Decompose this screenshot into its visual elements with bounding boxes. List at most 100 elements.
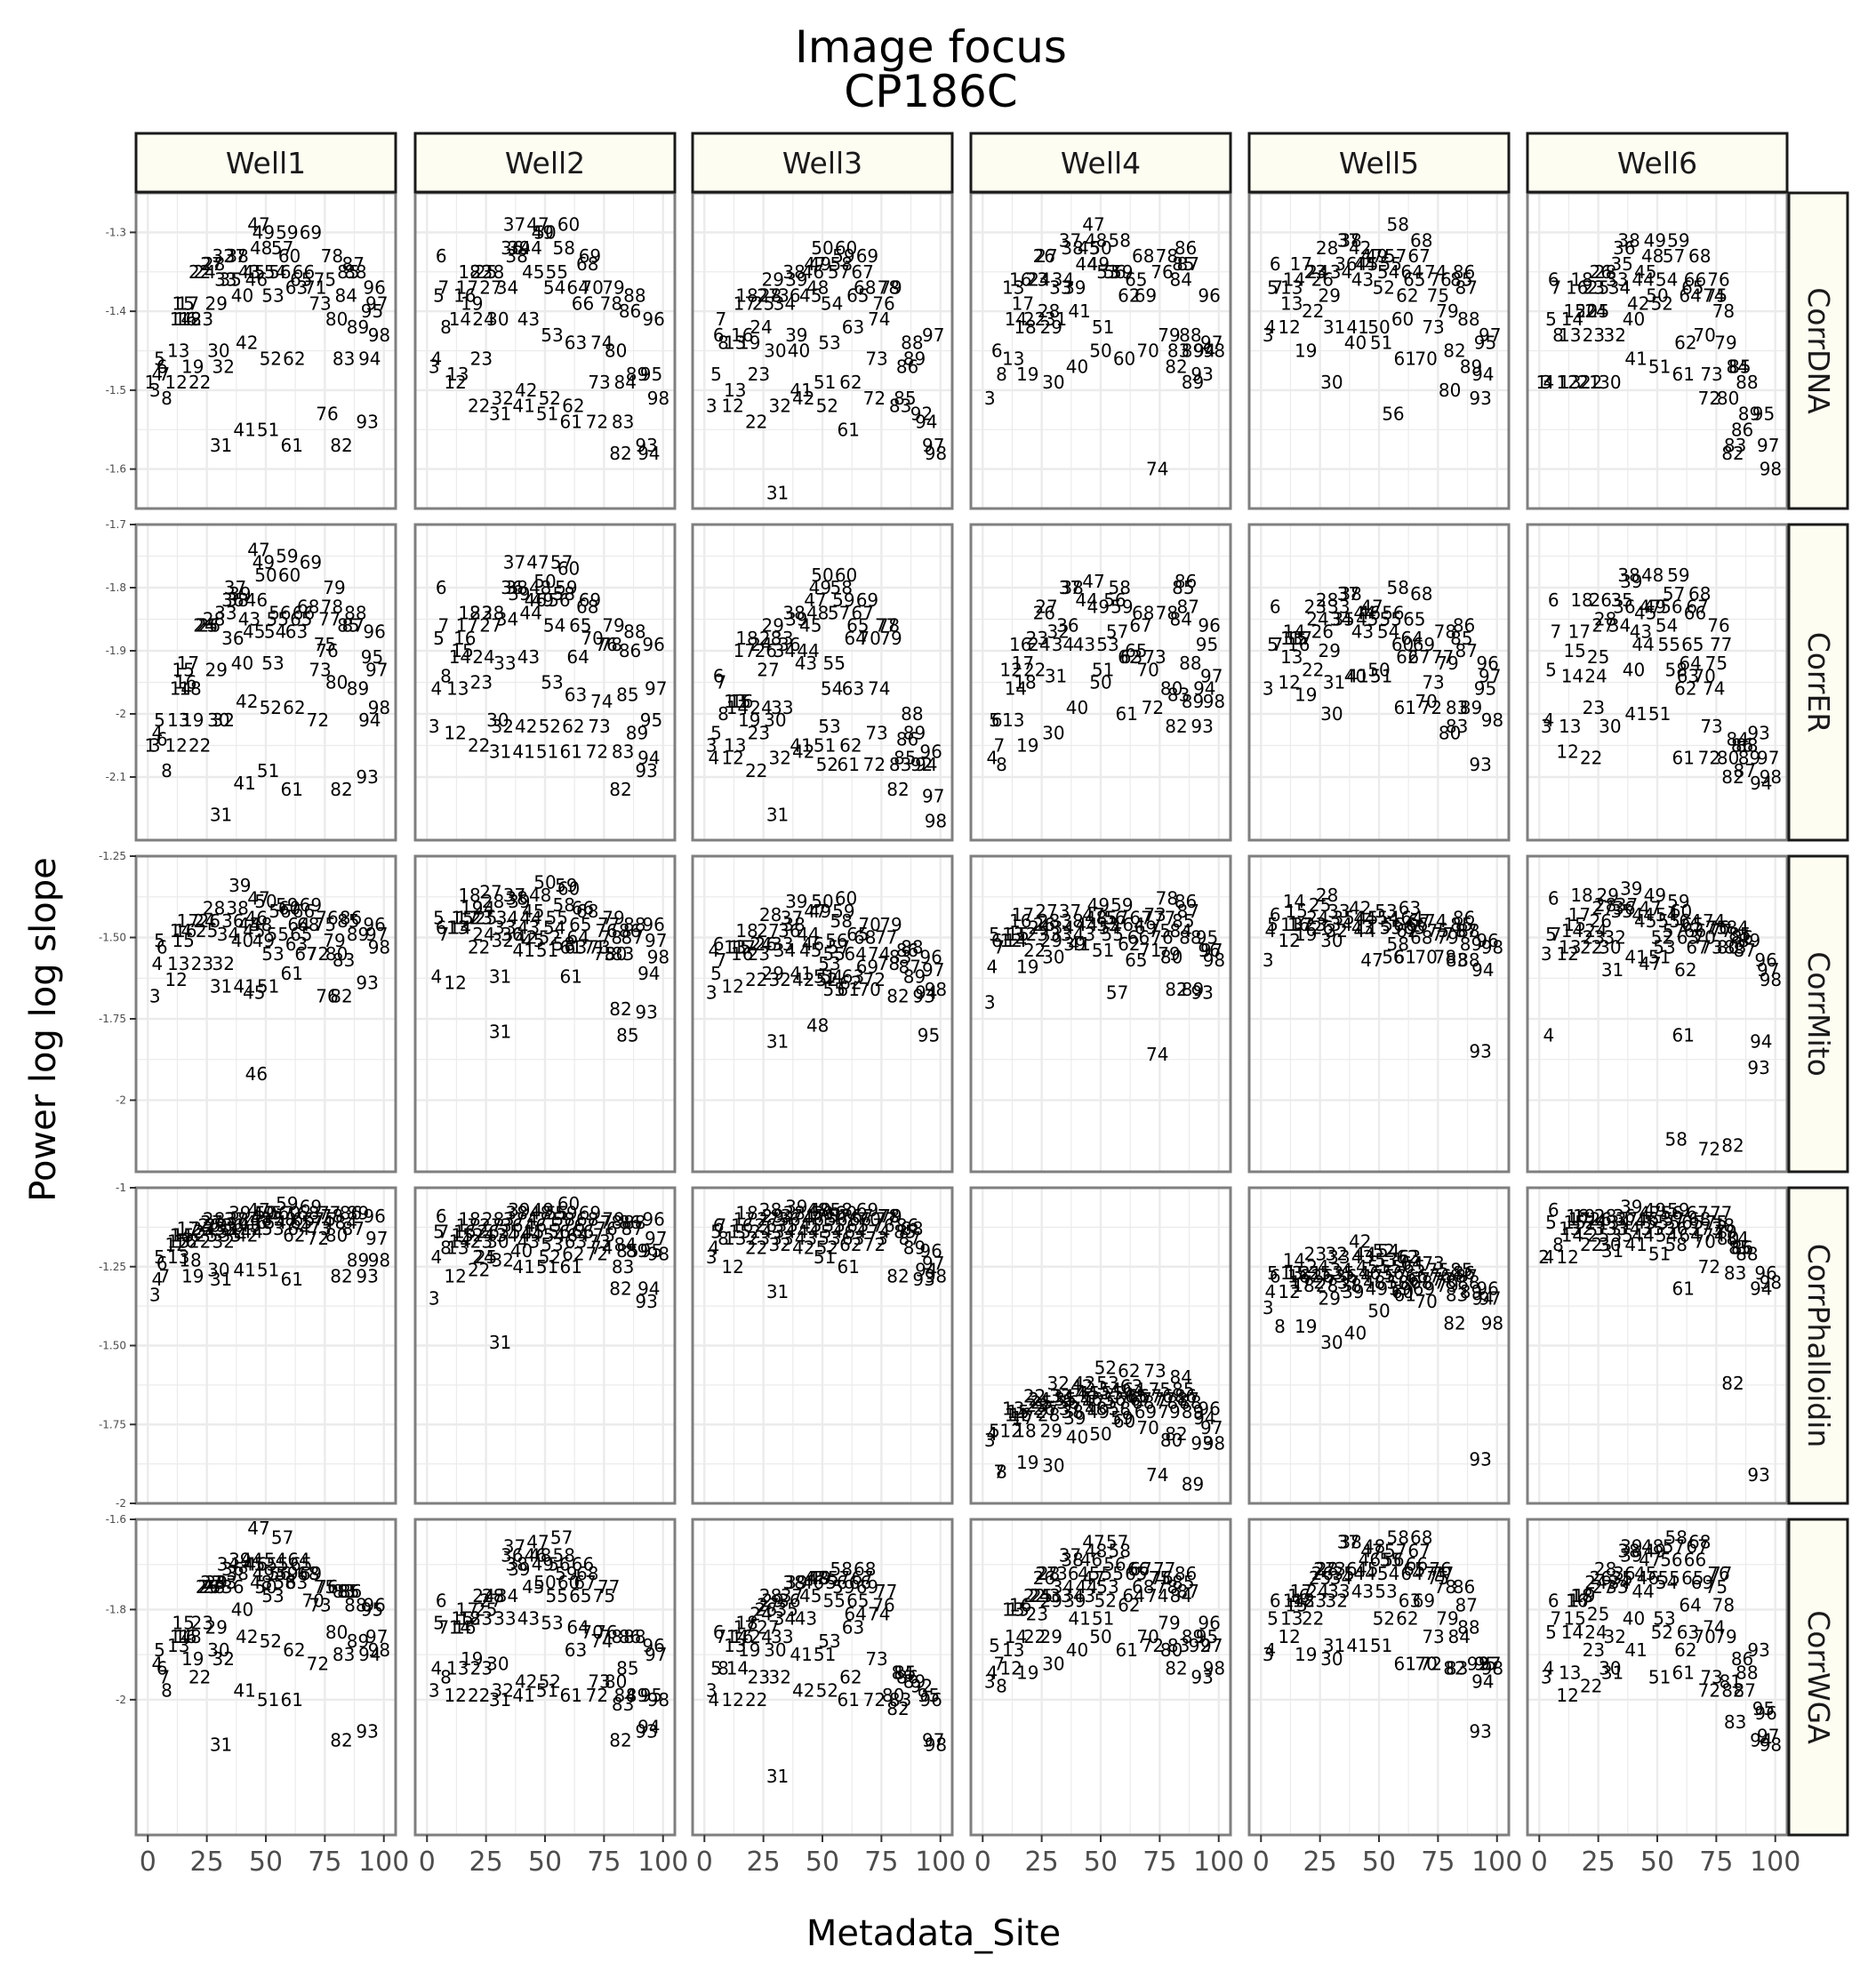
point-label: 27 — [479, 881, 501, 902]
y-tick-label: -2 — [116, 1497, 126, 1510]
point-label: 52 — [1651, 926, 1673, 948]
point-label: 93 — [1747, 1639, 1769, 1661]
point-label: 23 — [1583, 1218, 1605, 1239]
point-label: 39 — [785, 1572, 807, 1593]
point-label: 83 — [1167, 1635, 1190, 1656]
point-label: 47 — [1639, 953, 1661, 974]
point-label: 41 — [790, 963, 812, 984]
point-label: 27 — [1313, 1272, 1335, 1294]
point-label: 29 — [205, 1572, 228, 1593]
point-label: 74 — [590, 691, 613, 712]
point-label: 7 — [1271, 277, 1283, 299]
point-label: 89 — [1738, 748, 1760, 769]
point-label: 70 — [858, 628, 880, 649]
point-label: 88 — [1736, 735, 1758, 757]
point-label: 55 — [1102, 924, 1124, 945]
point-label: 43 — [238, 1215, 261, 1237]
point-label: 12 — [999, 1657, 1022, 1679]
point-label: 89 — [903, 722, 926, 743]
column-strip-box — [413, 132, 677, 194]
point-label: 59 — [276, 546, 298, 567]
point-label: 31 — [766, 1766, 789, 1787]
point-label: 4 — [431, 1246, 443, 1268]
point-label: 54 — [1377, 1240, 1399, 1262]
point-label: 84 — [1727, 917, 1749, 939]
point-label: 40 — [1344, 1322, 1367, 1343]
point-label: 57 — [828, 1206, 850, 1227]
point-label: 46 — [525, 1545, 547, 1566]
point-label: 15 — [451, 640, 473, 661]
point-label: 82 — [886, 1698, 909, 1719]
point-label: 88 — [623, 1626, 645, 1647]
point-label: 28 — [759, 628, 782, 649]
point-label: 39 — [785, 269, 807, 291]
point-label: 7 — [993, 1462, 1005, 1483]
point-label: 65 — [569, 914, 591, 935]
point-label: 6 — [436, 1590, 447, 1611]
point-label: 50 — [811, 891, 833, 912]
point-label: 16 — [453, 1617, 476, 1638]
x-axis-well5: 0 25 50 75 100 — [1253, 1835, 1522, 1878]
point-label: 74 — [1703, 1617, 1725, 1638]
point-label: 64 — [1400, 1563, 1423, 1584]
point-label: 54 — [543, 615, 565, 637]
point-label: 28 — [482, 1585, 504, 1606]
point-label: 30 — [486, 1230, 509, 1252]
point-label: 30 — [207, 1259, 229, 1280]
point-label: 82 — [1165, 356, 1187, 377]
point-label: 69 — [300, 552, 322, 573]
point-label: 5 — [989, 1420, 1000, 1441]
point-label: 58 — [1109, 1541, 1131, 1562]
x-tick-label: 100 — [1471, 1847, 1522, 1878]
point-label: 76 — [1150, 926, 1173, 948]
point-label: 52 — [816, 1680, 838, 1702]
point-label: 47 — [1082, 214, 1104, 236]
point-label: 47 — [804, 1206, 826, 1227]
point-label: 56 — [1103, 908, 1126, 929]
point-label: 82 — [609, 998, 631, 1020]
point-label: 54 — [821, 292, 843, 314]
point-label: 32 — [1325, 920, 1347, 941]
point-label: 37 — [1059, 1398, 1081, 1420]
point-label: 31 — [210, 805, 232, 826]
point-label: 24 — [1584, 1572, 1607, 1593]
point-label: 39 — [1620, 1196, 1642, 1217]
point-label: 50 — [254, 1202, 277, 1223]
point-label: 85 — [616, 1657, 638, 1679]
point-label: 93 — [1747, 722, 1769, 743]
point-label: 16 — [1566, 1590, 1588, 1611]
point-label: 82 — [330, 779, 352, 800]
point-label: 4 — [1543, 709, 1555, 731]
row-strip-corrmito: CorrMito — [1787, 854, 1849, 1174]
point-label: 36 — [221, 1558, 244, 1580]
point-label: 69 — [1134, 284, 1157, 306]
point-label: 39 — [1620, 1535, 1642, 1557]
point-label: 85 — [1450, 269, 1472, 291]
point-label: 54 — [543, 277, 565, 299]
point-label: 5 — [154, 930, 165, 951]
point-label: 79 — [1436, 300, 1458, 322]
point-label: 58 — [830, 1199, 853, 1221]
point-label: 56 — [1382, 946, 1404, 967]
point-label: 87 — [1176, 596, 1199, 617]
point-label: 4 — [1265, 316, 1277, 338]
point-label: 89 — [1460, 697, 1482, 718]
point-label: 68 — [1132, 1576, 1154, 1598]
point-label: 54 — [1099, 1379, 1121, 1400]
panel-border — [969, 523, 1232, 842]
point-label: 31 — [489, 965, 511, 987]
point-label: 97 — [1479, 1287, 1501, 1309]
point-label: 60 — [278, 1202, 301, 1223]
point-label: 17 — [177, 653, 199, 674]
point-label: 14 — [449, 646, 471, 668]
point-label: 59 — [555, 577, 577, 598]
point-label: 76 — [872, 292, 894, 314]
point-label: 74 — [1703, 910, 1725, 932]
panel-border — [1247, 1186, 1511, 1505]
point-label: 23 — [1026, 1604, 1048, 1625]
point-label: 22 — [1302, 1608, 1324, 1630]
point-label: 6 — [713, 1622, 725, 1643]
